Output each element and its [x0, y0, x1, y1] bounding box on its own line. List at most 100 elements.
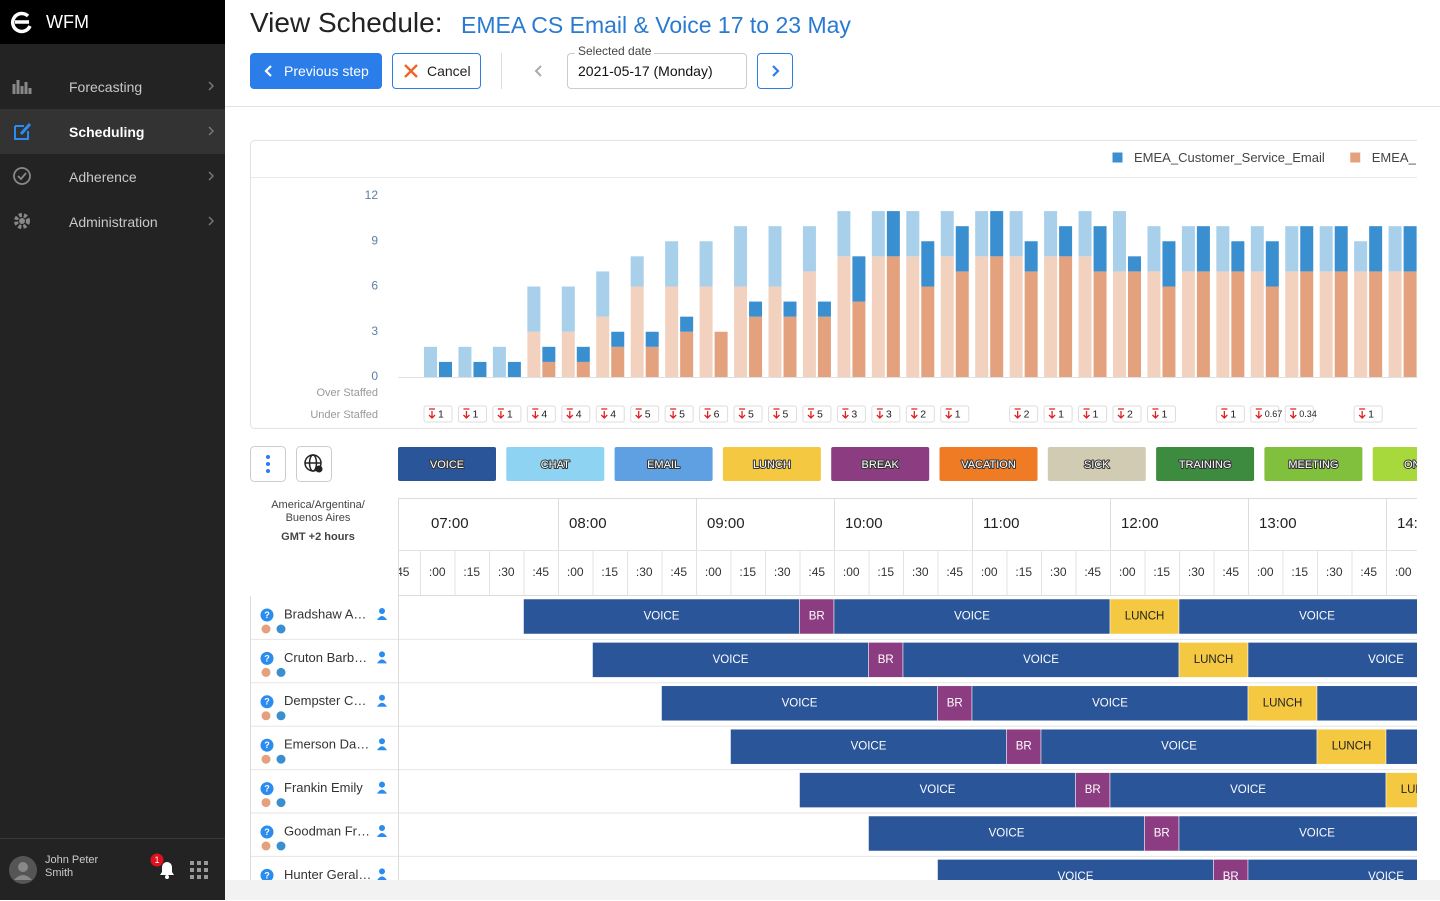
user-icon — [379, 782, 385, 788]
bar-segment — [872, 211, 885, 256]
bar-segment — [631, 256, 644, 286]
bar-segment — [956, 271, 969, 377]
date-value: 2021-05-17 (Monday) — [578, 63, 713, 79]
nav-item[interactable]: Scheduling — [0, 109, 225, 154]
bar-segment — [1094, 226, 1107, 271]
shift-label: VOICE — [920, 784, 956, 796]
timezone-button[interactable] — [297, 447, 332, 482]
bar-segment — [665, 287, 678, 378]
hour-label: 12:00 — [1121, 515, 1159, 532]
shift-label: VOICE — [989, 828, 1025, 840]
bar-segment — [975, 211, 988, 256]
skill-dot — [277, 755, 286, 764]
minute-label: :30 — [774, 565, 791, 579]
bar-segment — [852, 256, 865, 301]
minute-label: :30 — [636, 565, 653, 579]
date-field[interactable]: 2021-05-17 (Monday) — [567, 53, 747, 89]
nav-label: Forecasting — [69, 79, 142, 95]
minute-label: :15 — [1015, 565, 1032, 579]
bar-segment — [700, 287, 713, 378]
bar-segment — [715, 332, 728, 377]
nav-item[interactable]: Administration — [0, 199, 225, 244]
next-date[interactable] — [757, 53, 793, 89]
nav-item[interactable]: Adherence — [0, 154, 225, 199]
bar-segment — [1113, 211, 1126, 271]
bar-segment — [803, 271, 816, 377]
bar-segment — [1025, 271, 1038, 377]
bar-segment — [1010, 256, 1023, 377]
chevron — [206, 125, 216, 137]
header: View Schedule: EMEA CS Email & Voice 17 … — [225, 0, 1440, 107]
under-staffed-value: 5 — [645, 408, 651, 420]
minute-label: :30 — [1188, 565, 1205, 579]
user-icon — [379, 825, 385, 831]
timezone-offset: GMT +2 hours — [281, 531, 355, 543]
skill-dot — [262, 625, 271, 634]
bar-segment — [990, 256, 1003, 377]
bar-segment — [458, 347, 471, 377]
bar-segment — [1251, 271, 1264, 377]
bar-segment — [1044, 211, 1057, 256]
activity-label: SICK — [1084, 459, 1110, 471]
bar-segment — [749, 302, 762, 317]
shift-label: LUNCH — [1332, 741, 1372, 753]
bar-segment — [1128, 256, 1141, 271]
bar-segment — [631, 287, 644, 378]
bar-segment — [439, 362, 452, 377]
bar-segment — [1162, 241, 1175, 286]
bar-segment — [1059, 226, 1072, 256]
bar-segment — [1285, 226, 1298, 271]
nav-label: Administration — [69, 214, 158, 230]
bar-segment — [1335, 226, 1348, 271]
chevron — [206, 170, 216, 182]
bar-segment — [1266, 241, 1279, 286]
button-label: Cancel — [427, 63, 471, 79]
bar-segment — [887, 211, 900, 256]
legend-label: EMEA_ — [1372, 150, 1417, 165]
agent-name: Emerson Da… — [284, 737, 369, 752]
y-tick-label: 12 — [365, 188, 379, 202]
y-tick-label: 6 — [371, 279, 378, 293]
bar-segment — [1369, 226, 1382, 271]
activity-label: BREAK — [862, 459, 900, 471]
skill-dot — [262, 668, 271, 677]
shift-label: VOICE — [1230, 784, 1266, 796]
bar-segment — [941, 256, 954, 377]
timezone: Buenos Aires — [286, 512, 351, 524]
bar-segment — [1266, 287, 1279, 378]
under-staffed-value: 5 — [783, 408, 789, 420]
skill-dot — [277, 842, 286, 851]
bar-segment — [1251, 226, 1264, 271]
apps[interactable] — [189, 860, 209, 880]
chart: Over Staffed Under Staffed 036912EMEA_Cu… — [250, 141, 1440, 429]
help-mark: ? — [264, 783, 270, 793]
legend-swatch — [1112, 152, 1123, 163]
hour-label: 07:00 — [431, 515, 469, 532]
activity-label: TRAINING — [1179, 459, 1232, 471]
cancel-button[interactable]: Cancel — [392, 53, 481, 89]
bar-segment — [1285, 271, 1298, 377]
shift-label: BR — [1085, 784, 1101, 796]
bar-segment — [577, 347, 590, 362]
bar-segment — [527, 332, 540, 377]
agent-name: Goodman Fr… — [284, 823, 370, 838]
nav-item[interactable]: Forecasting — [0, 64, 225, 109]
avatar — [8, 855, 38, 885]
footer-strip — [225, 880, 1440, 900]
minute-label: :00 — [567, 565, 584, 579]
bar-segment — [1231, 241, 1244, 271]
prev-date[interactable] — [532, 64, 546, 78]
bar-segment — [1320, 226, 1333, 271]
bar-segment — [1354, 271, 1367, 377]
nav-icon — [12, 166, 34, 188]
skill-dot — [262, 842, 271, 851]
bar-segment — [1300, 271, 1313, 377]
previous-step-button[interactable]: Previous step — [250, 53, 382, 89]
bar-segment — [749, 317, 762, 377]
agent-name: Dempster C… — [284, 693, 366, 708]
bar-segment — [769, 287, 782, 378]
notifications[interactable]: 1 — [150, 853, 180, 883]
under-staffed-value: 2 — [1127, 408, 1133, 420]
